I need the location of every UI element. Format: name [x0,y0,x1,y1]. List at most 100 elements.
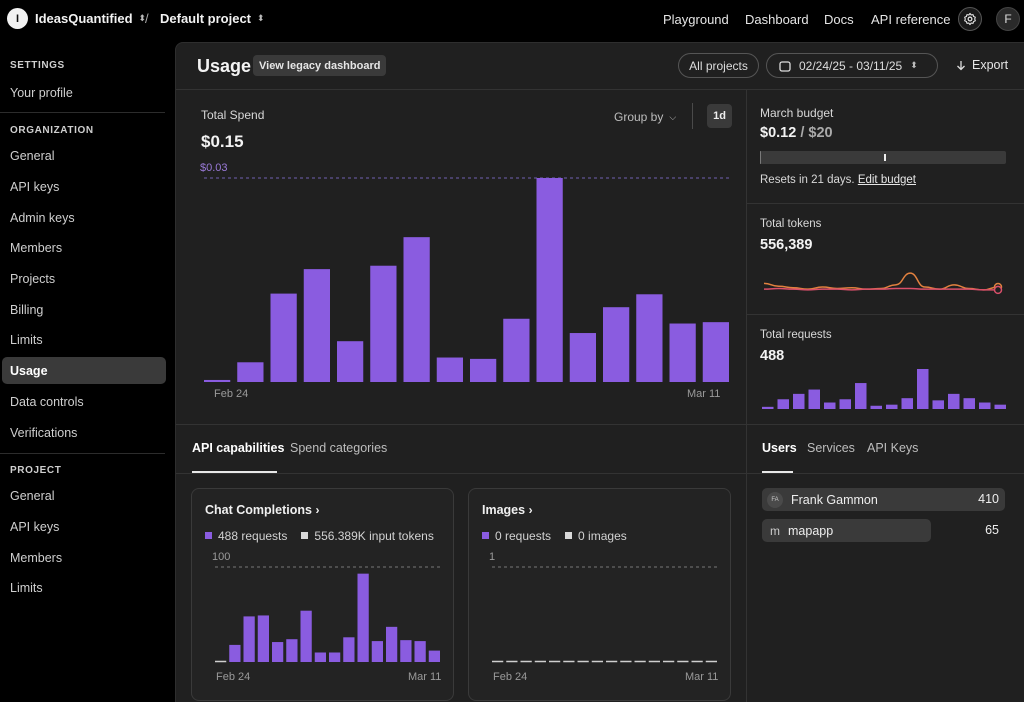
chart-bar[interactable] [303,269,330,382]
chart-bar[interactable] [901,398,914,409]
chat-completions-card[interactable]: Chat Completions › 488 requests 556.389K… [191,488,454,701]
project-switcher[interactable]: Default project ⬍ [160,11,265,26]
chart-bar[interactable] [414,641,426,662]
chat-x-start: Feb 24 [216,671,251,683]
chart-bar[interactable] [870,405,883,409]
images-title[interactable]: Images › [482,503,533,517]
images-card[interactable]: Images › 0 requests 0 images 1 Feb 24 Ma… [468,488,731,701]
nav-docs[interactable]: Docs [824,12,854,27]
chart-bar[interactable] [257,615,269,662]
chart-bar[interactable] [400,640,412,662]
chart-bar[interactable] [824,402,836,409]
chart-bar[interactable] [855,383,867,409]
chart-bar[interactable] [272,642,284,662]
sidebar-item-billing[interactable]: Billing [10,302,44,317]
sidebar-item-project-general[interactable]: General [10,488,55,503]
view-legacy-dashboard-button[interactable]: View legacy dashboard [253,55,387,76]
chart-bar[interactable] [243,616,255,662]
nav-api-reference[interactable]: API reference [871,12,951,27]
sidebar-item-data-controls[interactable]: Data controls [10,394,84,409]
budget-progress-bar [760,151,1006,164]
date-range-picker[interactable]: 02/24/25 - 03/11/25 ⬍ [766,53,938,78]
chart-bar[interactable] [839,399,852,409]
sidebar-item-admin-keys[interactable]: Admin keys [10,210,75,225]
settings-heading: SETTINGS [10,60,65,71]
chart-bar[interactable] [403,237,430,382]
tab-active-indicator [192,471,277,473]
sidebar-item-members[interactable]: Members [10,240,63,255]
user-avatar[interactable]: F [996,7,1020,31]
all-projects-filter[interactable]: All projects [678,53,759,78]
chart-bar[interactable] [536,178,563,382]
chart-bar[interactable] [777,399,790,409]
chart-bar[interactable] [917,369,929,409]
sidebar-item-api-keys[interactable]: API keys [10,179,60,194]
chart-bar[interactable] [371,641,383,662]
sidebar-item-projects[interactable]: Projects [10,271,56,286]
chart-bar[interactable] [436,357,463,382]
chart-bar[interactable] [932,400,945,409]
chart-bar[interactable] [286,639,298,662]
tab-services[interactable]: Services [807,441,855,455]
export-button[interactable]: Export [956,58,1008,72]
chart-bar[interactable] [569,333,596,382]
chart-bar[interactable] [979,402,991,409]
chart-bar[interactable] [428,650,440,662]
user-row-mapapp[interactable]: m mapapp [762,519,931,542]
org-switcher[interactable]: IdeasQuantified ⬍ [35,11,146,26]
chart-bar[interactable] [994,404,1007,409]
group-by-dropdown[interactable]: Group by ⌵ [614,110,676,124]
chevron-updown-icon: ⬍ [910,60,918,70]
chart-bar[interactable] [357,573,369,662]
tab-active-indicator [762,471,793,473]
edit-budget-link[interactable]: Edit budget [857,174,916,186]
nav-dashboard[interactable]: Dashboard [745,12,809,27]
chart-bar[interactable] [237,362,264,382]
sidebar-item-project-limits[interactable]: Limits [10,580,43,595]
chart-bar[interactable] [948,393,960,409]
chart-bar[interactable] [329,652,341,663]
tab-spend-categories[interactable]: Spend categories [290,441,388,455]
chart-bar[interactable] [470,358,497,382]
sidebar-item-project-api-keys[interactable]: API keys [10,519,60,534]
images-title-text: Images [482,503,526,517]
tab-api-keys[interactable]: API Keys [867,441,919,455]
chart-bar[interactable] [793,393,805,409]
chart-bar[interactable] [343,637,355,662]
chart-bar[interactable] [503,318,530,382]
chart-bar[interactable] [762,406,774,409]
user-row-frank-gammon[interactable]: FA Frank Gammon [762,488,1005,511]
nav-playground[interactable]: Playground [663,12,729,27]
chart-bar[interactable] [229,644,241,662]
sidebar-item-limits[interactable]: Limits [10,332,43,347]
chat-completions-title[interactable]: Chat Completions › [205,503,319,517]
interval-button[interactable]: 1d [707,104,732,128]
images-x-end: Mar 11 [685,671,719,683]
sidebar-item-your-profile[interactable]: Your profile [10,85,73,100]
tab-users[interactable]: Users [762,441,797,455]
chart-bar[interactable] [603,307,630,382]
chart-bar[interactable] [386,626,398,662]
chart-bar[interactable] [300,610,312,662]
sidebar-item-project-members[interactable]: Members [10,550,63,565]
chart-bar[interactable] [204,379,231,382]
sidebar-item-verifications[interactable]: Verifications [10,425,78,440]
chart-bar[interactable] [337,341,364,382]
org-name: IdeasQuantified [35,11,133,26]
chart-bar[interactable] [963,398,976,409]
chart-bar[interactable] [886,404,898,409]
sidebar-item-usage[interactable]: Usage [2,357,166,384]
chart-bar[interactable] [270,293,297,382]
chart-bar[interactable] [702,322,729,382]
settings-button[interactable] [958,7,982,31]
chart-bar[interactable] [370,265,397,382]
chart-bar[interactable] [669,323,696,382]
chart-bar[interactable] [636,294,663,382]
org-logo[interactable]: I [7,8,28,29]
chart-bar[interactable] [808,389,821,409]
chart-bar[interactable] [314,652,326,663]
tab-api-capabilities[interactable]: API capabilities [192,441,285,455]
legend-images: 0 images [565,529,627,543]
chat-legend: 488 requests 556.389K input tokens [205,529,434,543]
sidebar-item-general[interactable]: General [10,148,55,163]
